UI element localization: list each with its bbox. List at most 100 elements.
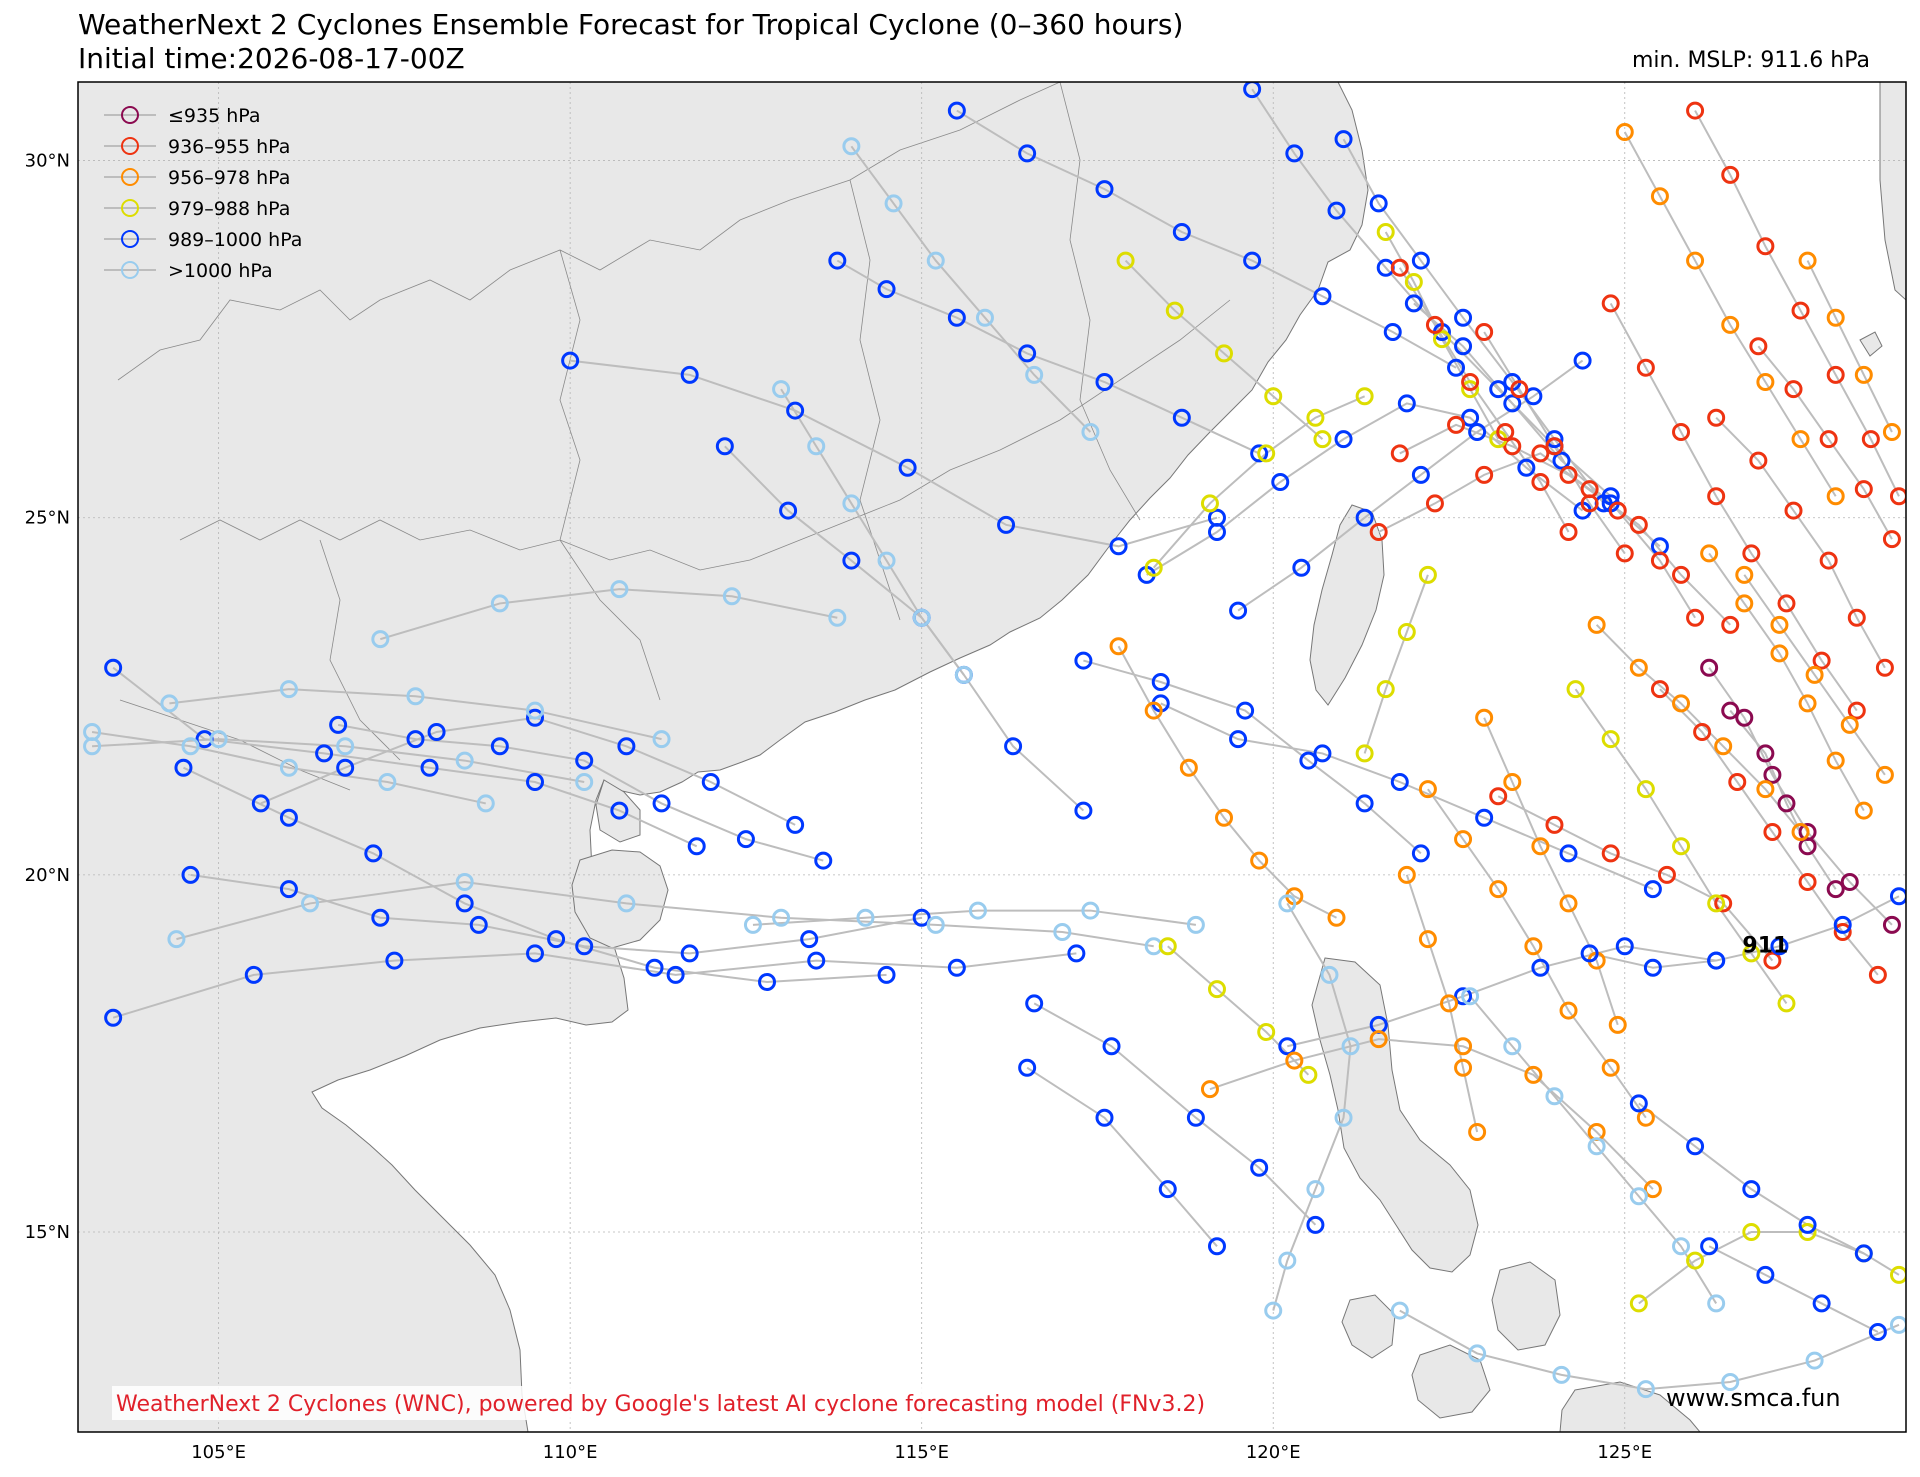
track-point [1102,1037,1121,1056]
track-point [912,608,931,627]
track-point [1826,487,1845,506]
track-point [1601,1058,1620,1077]
track-line [1363,574,1429,754]
track-point [1721,615,1740,634]
track-point [687,837,706,856]
track-point [1587,615,1606,634]
track-point [1826,751,1845,770]
legend-label: >1000 hPa [168,260,273,282]
track-point [174,758,193,777]
track-point [385,951,404,970]
track-point [1826,880,1845,899]
land-mindanao-north [1559,1381,1701,1432]
track-point [1854,365,1873,384]
track-point [1580,494,1599,513]
track-point [1531,444,1550,463]
track-point [301,894,320,913]
track-point [1714,737,1733,756]
track-point [947,308,966,327]
track-point [181,865,200,884]
track-point [1165,301,1184,320]
longitude-tick-label: 120°E [1246,1442,1301,1463]
land-boundaries [117,82,1231,791]
credit-background [112,1386,1248,1420]
track-point [1327,201,1346,220]
track-point [1707,1294,1726,1313]
track-line [570,359,1218,548]
track-point [1693,723,1712,741]
track-point [1545,1087,1564,1106]
track-point [1672,1237,1691,1256]
track-line [183,766,887,984]
track-point [1411,844,1430,863]
track-point [1025,994,1044,1013]
track-line [1160,702,1654,891]
track-point [1742,1223,1761,1241]
track-line [1806,260,1893,433]
track-point [1369,194,1388,213]
track-point [1826,308,1845,327]
track-point [1285,144,1304,163]
track-point [1819,551,1838,570]
track-point [1236,701,1255,720]
track-point [547,930,566,949]
min-mslp-readout: min. MSLP: 911.6 hPa [1631,48,1870,73]
track-line [1398,267,1570,533]
track-point [842,551,861,570]
track-point [315,744,334,763]
track-point [1306,1180,1325,1199]
track-point [1355,744,1374,763]
track-point [1833,923,1852,941]
track-point [1503,394,1522,413]
track-point [1686,101,1705,120]
track-point [1468,1344,1487,1363]
track-line [1287,945,1717,1048]
track-line [1708,552,1865,812]
track-point [1798,873,1817,891]
track-point [1109,537,1128,556]
track-point [1643,880,1662,899]
track-point [1707,951,1726,970]
longitude-tick-label: 125°E [1597,1442,1652,1463]
track-point [1264,387,1283,406]
track-point [1327,908,1346,927]
track-point [828,251,847,270]
track-point [1601,844,1620,863]
track-point [1383,323,1402,341]
track-point [455,873,474,891]
track-point [1306,408,1325,427]
track-point [490,737,509,756]
track-point [877,280,896,299]
track-point [1847,701,1866,720]
track-point [371,630,390,649]
track-point [1475,808,1494,827]
track-point [617,737,636,756]
track-point [526,701,544,720]
track-point [1334,1108,1353,1127]
track-point [1524,937,1543,956]
track-point [1461,373,1480,391]
track-point [1608,1015,1627,1034]
track-point [244,965,263,984]
track-point [1868,965,1887,984]
track-point [926,251,945,270]
track-point [1243,82,1262,99]
track-line [1272,902,1352,1311]
track-point [1629,1094,1648,1113]
track-point [1552,451,1571,470]
track-point [1306,1215,1325,1234]
track-point [1707,487,1726,506]
track-point [1721,165,1740,184]
map-frame [77,81,1907,1433]
track-point [898,458,917,477]
track-point [652,794,671,813]
track-point [1186,915,1205,934]
track-point [1826,365,1845,384]
track-point [1700,1237,1719,1256]
track-point [1672,423,1691,441]
legend-label: ≤935 hPa [168,105,261,127]
track-point [406,730,425,749]
track-point [1545,815,1564,834]
track-line [1378,452,1731,626]
track-point [736,830,755,849]
